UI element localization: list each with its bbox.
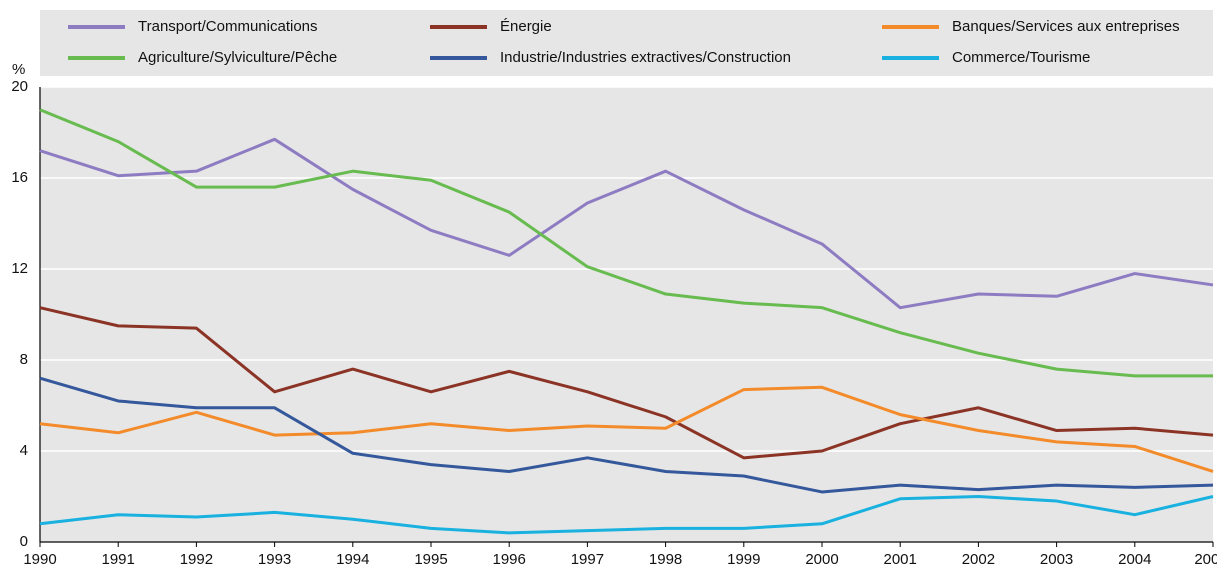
- y-tick-label: 8: [20, 351, 28, 368]
- plot-background: [40, 87, 1213, 542]
- legend-label: Transport/Communications: [138, 18, 318, 35]
- y-axis-label: %: [12, 61, 25, 78]
- x-tick-label: 1995: [414, 551, 447, 568]
- series-line: [39, 137, 1214, 310]
- y-tick-label: 4: [20, 442, 28, 459]
- legend-label: Agriculture/Sylviculture/Pêche: [138, 49, 337, 66]
- y-tick-label: 16: [11, 169, 28, 186]
- x-tick-label: 1999: [727, 551, 760, 568]
- x-tick-label: 2001: [884, 551, 917, 568]
- x-tick-label: 1993: [258, 551, 291, 568]
- x-tick-label: 1998: [649, 551, 682, 568]
- x-tick-label: 1991: [102, 551, 135, 568]
- series-line: [39, 385, 1214, 473]
- x-tick-label: 1992: [180, 551, 213, 568]
- x-tick-label: 1990: [23, 551, 56, 568]
- x-tick-label: 2000: [805, 551, 838, 568]
- legend-label: Commerce/Tourisme: [952, 49, 1090, 66]
- y-tick-label: 20: [11, 78, 28, 95]
- x-tick-label: 2005: [1194, 551, 1217, 568]
- x-tick-label: 1997: [571, 551, 604, 568]
- legend-label: Industrie/Industries extractives/Constru…: [500, 49, 791, 66]
- series-line: [39, 495, 1214, 535]
- x-tick-label: 1996: [493, 551, 526, 568]
- series-line: [39, 376, 1214, 494]
- series-line: [39, 108, 1213, 378]
- legend-background: [40, 10, 1213, 76]
- y-tick-label: 0: [20, 533, 28, 550]
- x-tick-label: 2003: [1040, 551, 1073, 568]
- y-tick-label: 12: [11, 260, 28, 277]
- x-tick-label: 2004: [1118, 551, 1151, 568]
- legend-label: Énergie: [500, 18, 552, 35]
- x-tick-label: 1994: [336, 551, 369, 568]
- series-line: [39, 306, 1214, 460]
- x-tick-label: 2002: [962, 551, 995, 568]
- legend-label: Banques/Services aux entreprises: [952, 18, 1180, 35]
